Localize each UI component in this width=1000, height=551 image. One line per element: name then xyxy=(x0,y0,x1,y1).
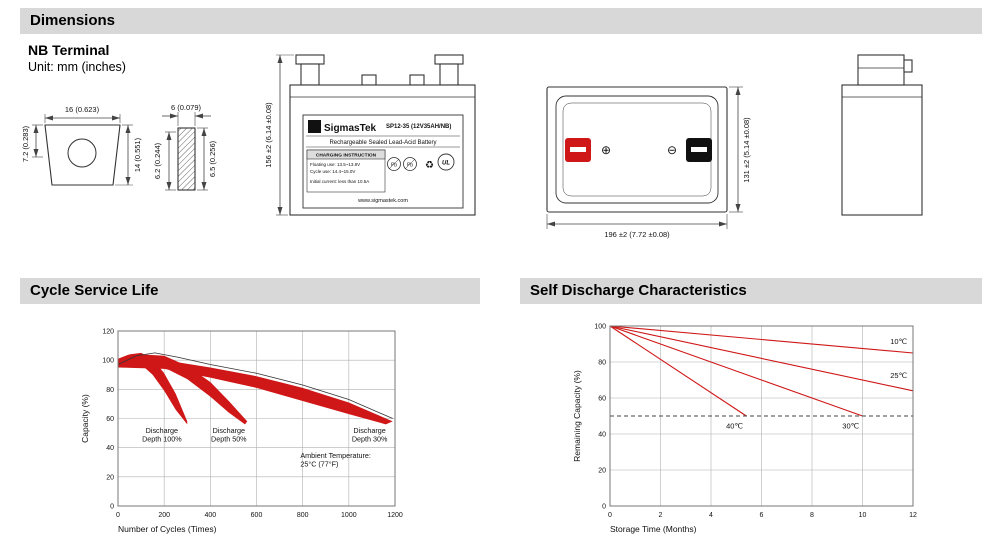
x-tick-label: 4 xyxy=(709,512,713,519)
x-axis-label: Number of Cycles (Times) xyxy=(118,524,217,534)
series-line xyxy=(609,325,914,392)
y-tick-label: 100 xyxy=(102,358,114,365)
dim-terminal-side-width: 6 (0.079) xyxy=(171,103,202,112)
x-tick-label: 200 xyxy=(158,512,170,519)
x-tick-label: 10 xyxy=(859,512,867,519)
battery-label: Σ SigmasTek SP12-35 (12V35AH/NB) Recharg… xyxy=(302,114,464,209)
y-tick-label: 40 xyxy=(598,432,606,439)
y-tick-label: 20 xyxy=(598,468,606,475)
annotation: Depth 30% xyxy=(352,435,388,444)
plus-symbol: ⊕ xyxy=(601,143,611,157)
pb-warning-icon xyxy=(403,157,417,171)
battery-type-line: Rechargeable Sealed Lead-Acid Battery xyxy=(329,140,436,146)
series-label: 40℃ xyxy=(726,422,743,431)
annotation: Discharge xyxy=(353,426,385,435)
y-axis-label: Remaining Capacity (%) xyxy=(572,370,582,462)
x-tick-label: 400 xyxy=(204,512,216,519)
outline-curve xyxy=(117,352,393,419)
series-line xyxy=(609,325,914,354)
y-tick-label: 40 xyxy=(106,445,114,452)
pb-text-1: Pb xyxy=(391,163,397,169)
charging-instruction-title: CHARGING INSTRUCTION xyxy=(316,153,377,159)
y-axis-label: Capacity (%) xyxy=(80,394,90,443)
series-line xyxy=(609,325,747,417)
logo-glyph: Σ xyxy=(312,123,318,133)
x-tick-label: 2 xyxy=(659,512,663,519)
y-tick-label: 100 xyxy=(594,324,606,331)
plot-border xyxy=(609,325,914,507)
model-number: SP12-35 (12V35AH/NB) xyxy=(386,124,451,130)
dimension-drawings: 16 (0.623) 7.2 (0.283) 14 (0.551) 6 (0.0… xyxy=(21,54,923,239)
battery-front-view-drawing: Σ SigmasTek SP12-35 (12V35AH/NB) Recharg… xyxy=(264,54,476,216)
battery-top-view-drawing: ⊕ ⊖ 196 ±2 (7.72 ±0.08) 131 ±2 (5.14 ±0.… xyxy=(546,86,751,239)
y-tick-label: 60 xyxy=(598,396,606,403)
series-line xyxy=(609,325,863,417)
x-tick-label: 6 xyxy=(760,512,764,519)
annotation: Depth 100% xyxy=(142,435,182,444)
charging-line-2: Cycle use: 14.4~15.0V xyxy=(310,169,355,174)
annotation: 25°C (77°F) xyxy=(300,459,338,468)
terminal-type-heading: NB Terminal xyxy=(28,42,110,58)
plot-border xyxy=(117,330,396,507)
pb-warning-icon xyxy=(387,157,401,171)
y-tick-label: 0 xyxy=(110,504,114,511)
dim-terminal-height: 14 (0.551) xyxy=(133,137,142,172)
section-header-self-discharge: Self Discharge Characteristics xyxy=(520,278,982,304)
x-tick-label: 800 xyxy=(297,512,309,519)
series-label: 25℃ xyxy=(890,371,907,380)
series-label: 30℃ xyxy=(842,422,859,431)
dim-terminal-side-left: 6.2 (0.244) xyxy=(153,142,162,179)
y-tick-label: 120 xyxy=(102,329,114,336)
website-text: www.sigmastek.com xyxy=(357,198,408,204)
annotation: Discharge xyxy=(146,426,178,435)
self-discharge-title: Self Discharge Characteristics xyxy=(530,282,747,299)
dim-terminal-side-right: 6.5 (0.256) xyxy=(208,140,217,177)
dim-battery-width: 131 ±2 (5.14 ±0.08) xyxy=(742,117,751,183)
x-tick-label: 1200 xyxy=(387,512,403,519)
y-tick-label: 20 xyxy=(106,474,114,481)
self-discharge-chart: 0 2 4 6 8 10 12 0 20 40 60 80 100 10℃ 25℃ 30℃ 40℃ Storage… xyxy=(572,324,917,535)
dim-battery-length: 196 ±2 (7.72 ±0.08) xyxy=(604,230,670,239)
x-tick-label: 0 xyxy=(608,512,612,519)
recycle-icon: ♻ xyxy=(425,160,434,171)
x-tick-label: 0 xyxy=(116,512,120,519)
battery-side-view-drawing xyxy=(841,54,923,216)
ul-mark-icon xyxy=(437,153,455,171)
annotation: Ambient Temperature: xyxy=(300,451,371,460)
annotation: Depth 50% xyxy=(211,435,247,444)
x-axis-label: Storage Time (Months) xyxy=(610,524,697,534)
terminal-side-view-drawing: 6 (0.079) 6.2 (0.244) 6.5 (0.256) xyxy=(153,103,217,191)
y-tick-label: 60 xyxy=(106,416,114,423)
x-tick-label: 600 xyxy=(251,512,263,519)
series-label: 10℃ xyxy=(890,337,907,346)
y-tick-label: 80 xyxy=(106,387,114,394)
unit-note: Unit: mm (inches) xyxy=(28,60,126,74)
terminal-top-view-drawing: 16 (0.623) 7.2 (0.283) 14 (0.551) xyxy=(21,105,142,186)
dim-terminal-slot-depth: 7.2 (0.283) xyxy=(21,125,30,162)
brand-name: SigmasTek xyxy=(324,123,376,134)
y-tick-label: 0 xyxy=(602,504,606,511)
x-tick-label: 8 xyxy=(810,512,814,519)
annotation: Discharge xyxy=(213,426,245,435)
dimensions-title: Dimensions xyxy=(30,12,116,29)
section-header-dimensions: Dimensions xyxy=(20,8,982,34)
y-tick-label: 80 xyxy=(598,360,606,367)
charging-line-3: Initial current: less than 10.5A xyxy=(310,179,369,184)
pb-text-2: Pb xyxy=(407,163,413,169)
minus-symbol: ⊖ xyxy=(667,143,677,157)
x-tick-label: 12 xyxy=(909,512,917,519)
discharge-band xyxy=(118,360,393,425)
cycle-life-title: Cycle Service Life xyxy=(30,282,159,299)
cycle-service-life-chart: 0 200 400 600 800 1000 1200 0 20 40 60 80 100 120 Disc… xyxy=(80,329,403,535)
section-header-cycle-life: Cycle Service Life xyxy=(20,278,480,304)
charging-line-1: Floating use: 13.5~13.8V xyxy=(310,162,360,167)
ul-text: UL xyxy=(442,161,450,167)
x-tick-label: 1000 xyxy=(341,512,357,519)
sigmastek-logo-icon xyxy=(308,120,321,133)
dim-battery-height: 156 ±2 (6.14 ±0.08) xyxy=(264,102,273,168)
dim-terminal-top-width: 16 (0.623) xyxy=(65,105,100,114)
